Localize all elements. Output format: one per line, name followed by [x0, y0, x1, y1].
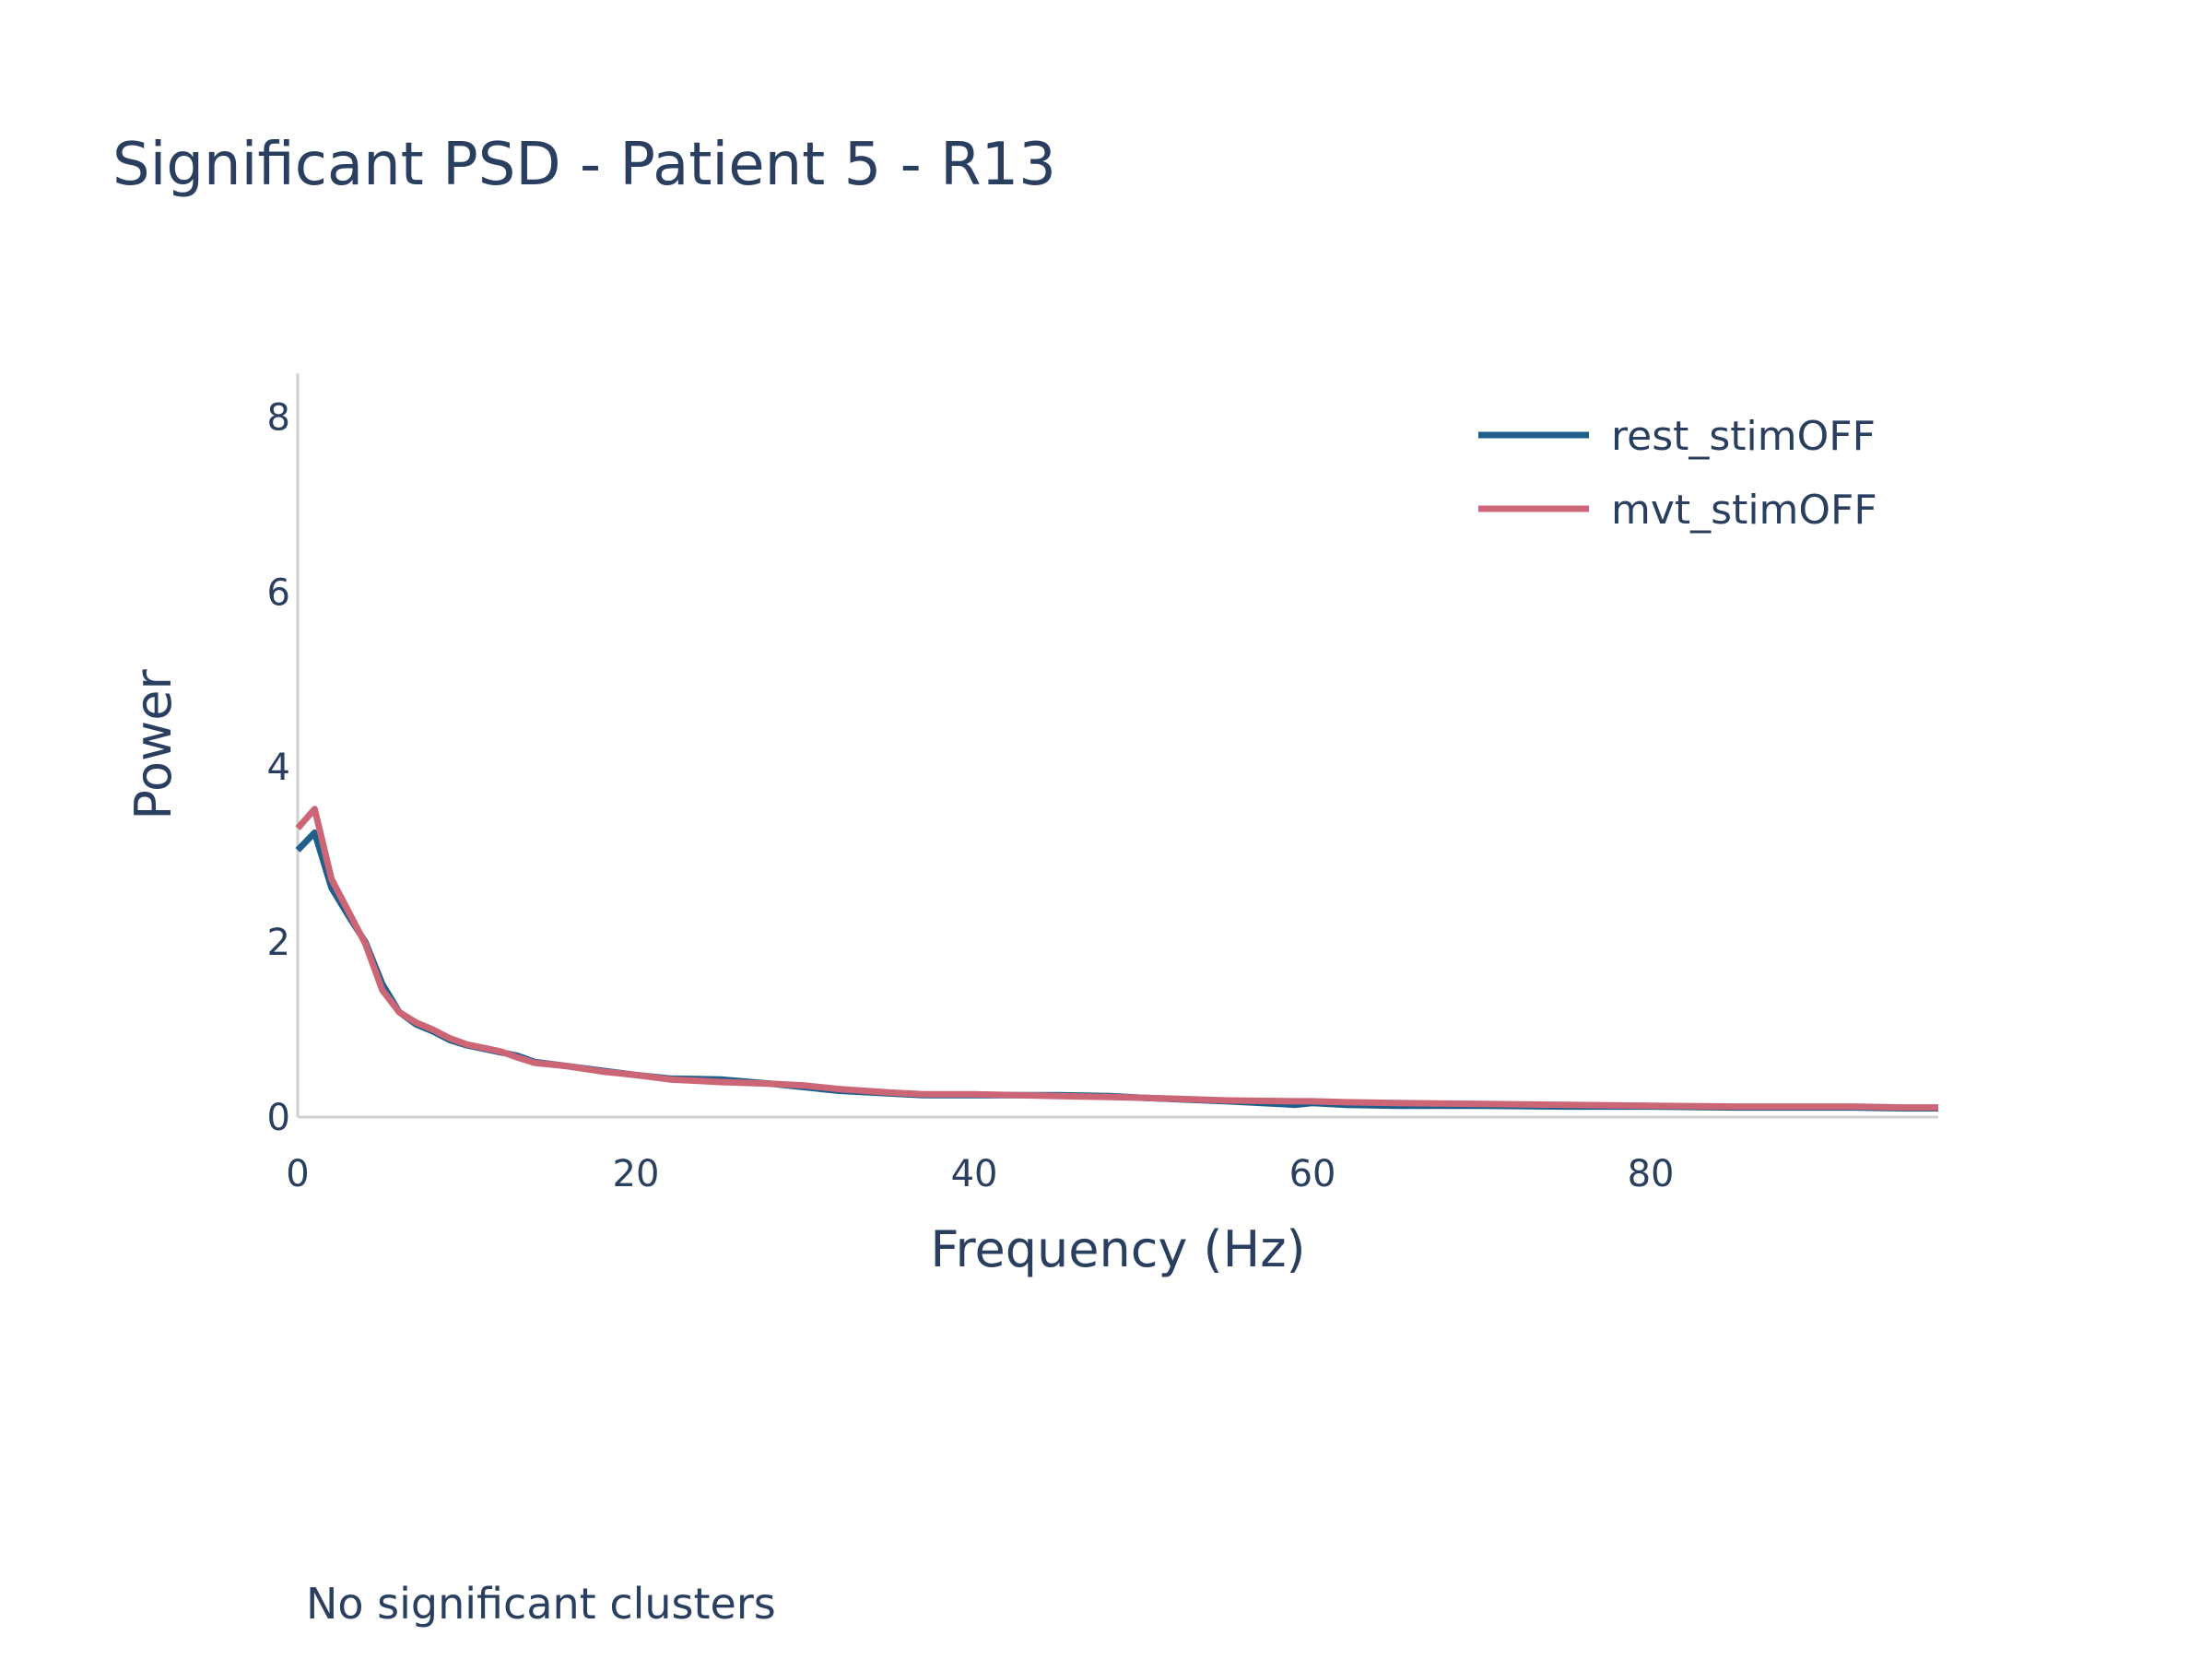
y-axis-label: Power	[124, 669, 182, 820]
chart-title: Significant PSD - Patient 5 - R13	[112, 131, 1056, 199]
x-tick-label: 80	[1628, 1153, 1675, 1195]
x-tick-label: 20	[613, 1153, 660, 1195]
series-line-mvt_stimOFF	[295, 806, 1938, 1112]
x-tick-label: 40	[951, 1153, 998, 1195]
y-tick-label: 8	[267, 396, 290, 439]
y-tick-label: 2	[267, 922, 290, 964]
series-lines	[295, 806, 1938, 1112]
y-tick-label: 0	[267, 1097, 290, 1139]
y-axis-ticks: 0 2 4 6 8	[267, 396, 290, 1139]
plot-area: 0 20 40 60 80 0 2 4 6 8	[267, 373, 1938, 1195]
legend-label-mvt_stimOFF: mvt_stimOFF	[1611, 487, 1877, 534]
x-tick-label: 60	[1289, 1153, 1336, 1195]
y-tick-label: 6	[267, 571, 290, 614]
x-tick-label: 0	[286, 1153, 309, 1195]
x-axis-ticks: 0 20 40 60 80	[286, 1153, 1674, 1195]
cluster-note: No significant clusters	[306, 1579, 776, 1629]
y-tick-label: 4	[267, 747, 290, 789]
legend-label-rest_stimOFF: rest_stimOFF	[1611, 413, 1876, 460]
x-axis-label: Frequency (Hz)	[930, 1220, 1305, 1278]
legend: rest_stimOFF mvt_stimOFF	[1478, 413, 1877, 534]
